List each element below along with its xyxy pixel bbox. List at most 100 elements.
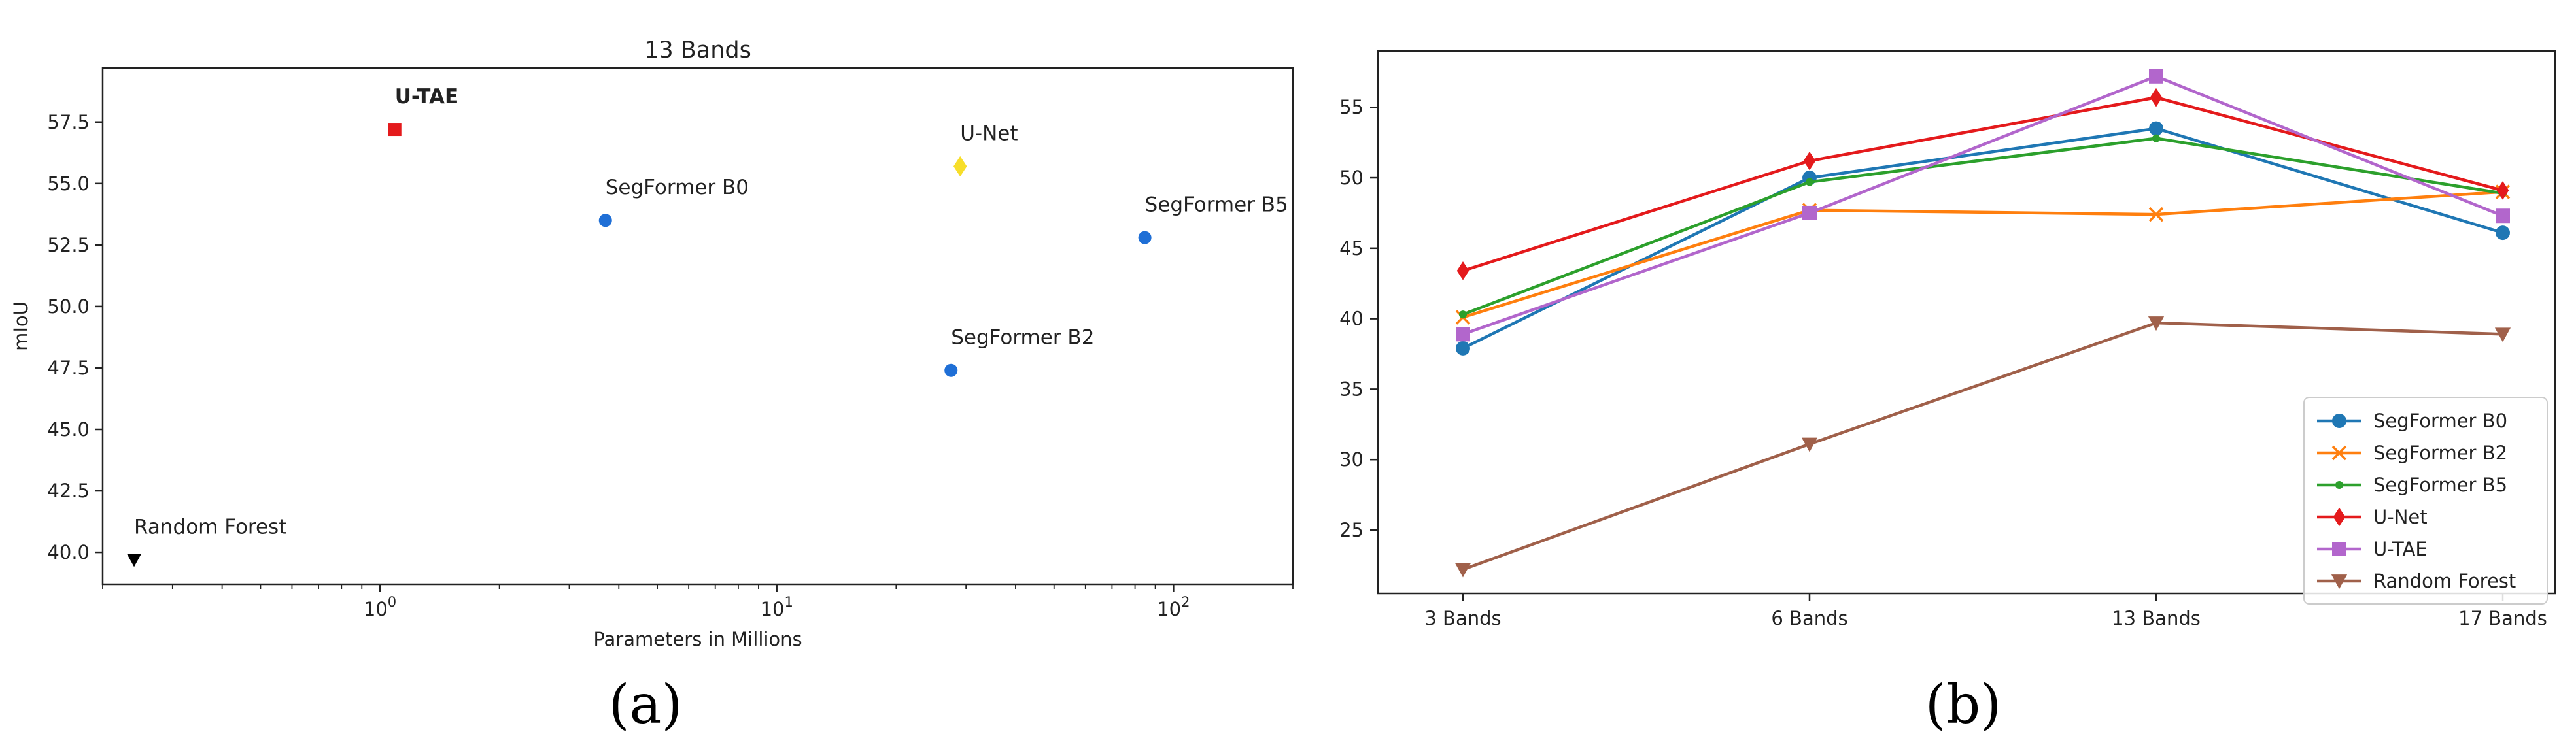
chart-b-legend-label: Random Forest	[2373, 570, 2516, 592]
chart-b-point	[1801, 437, 1818, 452]
chart-b-legend: SegFormer B0 SegFormer B2 SegFormer B5 U-Ne…	[2303, 397, 2548, 605]
chart-a-point-label: U-TAE	[395, 85, 458, 108]
chart-a-x-tick-exp: 2	[1181, 594, 1190, 610]
chart-a-x-tick-base: 10	[761, 598, 785, 620]
chart-b-series-line	[1462, 190, 2503, 319]
chart-a-x-tick-label: 102	[1157, 594, 1190, 620]
chart-a-scatter: 13 Bands Parameters in Millions mIoU 40.…	[10, 37, 1294, 736]
chart-b-legend-label: SegFormer B5	[2373, 474, 2507, 496]
chart-a-point-marker	[127, 554, 142, 567]
chart-a-point-label: SegFormer B2	[951, 326, 1094, 350]
chart-b-ticks: 25 30 35 40 45 50 55 3 Bands 6 Bands 13 Bands 17 B…	[1339, 96, 2547, 629]
chart-a-point-marker	[1138, 231, 1152, 244]
chart-b-line: 25 30 35 40 45 50 55 3 Bands 6 Bands 13 Bands 17 B…	[1339, 50, 2556, 736]
chart-b-legend-entry: U-TAE	[2317, 538, 2428, 560]
chart-a-point-label: U-Net	[960, 122, 1018, 145]
chart-b-series-line	[1462, 321, 2503, 571]
chart-a-plot-frame	[101, 67, 1294, 586]
chart-a-x-tick-exp: 1	[784, 594, 793, 610]
chart-b-y-tick-label: 25	[1339, 519, 1364, 541]
chart-a-y-tick-label: 45.0	[47, 418, 90, 441]
chart-a-title: 13 Bands	[644, 37, 751, 63]
chart-b-legend-entry: SegFormer B0	[2317, 410, 2507, 432]
chart-a-point-marker	[944, 363, 958, 377]
chart-b-point	[2496, 208, 2510, 224]
chart-b-point	[2148, 316, 2165, 331]
chart-a-point-marker	[953, 156, 967, 177]
chart-b-legend-swatch-marker	[2332, 542, 2346, 556]
chart-a-point: Random Forest	[127, 515, 286, 567]
chart-a-x-tick-label: 100	[364, 594, 396, 620]
chart-a-points: U-TAE U-Net SegFormer B0 SegFormer B5 SegFor…	[127, 85, 1288, 567]
chart-b-caption: (b)	[1925, 674, 2001, 736]
chart-b-series-group	[1455, 184, 2511, 325]
chart-b-point	[2494, 327, 2511, 342]
chart-b-point	[2149, 69, 2163, 84]
chart-b-legend-entry: SegFormer B5	[2317, 474, 2507, 496]
chart-a-y-tick-label: 47.5	[47, 357, 90, 379]
chart-a-point: SegFormer B0	[598, 176, 749, 227]
chart-b-legend-label: SegFormer B0	[2373, 410, 2507, 432]
chart-b-point	[1456, 327, 1470, 342]
chart-b-series-line	[1462, 75, 2503, 336]
chart-a-y-tick-label: 50.0	[47, 295, 90, 318]
chart-a-x-axis-label: Parameters in Millions	[593, 628, 802, 650]
chart-a-y-axis-label: mIoU	[10, 301, 32, 351]
chart-b-series	[1454, 69, 2511, 578]
chart-b-point	[1802, 205, 1817, 220]
chart-a-point-label: SegFormer B5	[1145, 193, 1288, 217]
chart-b-point	[1803, 151, 1816, 171]
chart-b-point	[1454, 563, 1471, 578]
chart-b-legend-label: SegFormer B2	[2373, 442, 2507, 464]
chart-a-x-tick-base: 10	[364, 598, 388, 620]
chart-b-legend-entry: U-Net	[2317, 506, 2428, 528]
chart-b-legend-swatch-marker	[2332, 414, 2346, 428]
chart-b-x-tick-label: 3 Bands	[1424, 607, 1501, 629]
chart-b-point	[1456, 261, 1469, 280]
chart-b-plot-frame	[1377, 50, 2556, 595]
chart-b-legend-entry: SegFormer B2	[2317, 442, 2507, 464]
chart-a-y-tick-label: 52.5	[47, 234, 90, 256]
chart-b-series-group	[1456, 69, 2510, 342]
chart-a-x-tick-exp: 0	[388, 594, 396, 610]
chart-b-point	[1458, 310, 1468, 319]
chart-b-legend-box	[2303, 397, 2548, 605]
chart-b-y-tick-label: 45	[1339, 237, 1364, 259]
chart-b-y-tick-label: 30	[1339, 448, 1364, 471]
chart-b-series-group	[1456, 88, 2509, 280]
chart-a-y-tick-label: 55.0	[47, 173, 90, 195]
chart-b-legend-entry: Random Forest	[2317, 570, 2516, 592]
chart-b-x-tick-label: 6 Bands	[1771, 607, 1847, 629]
chart-a-point: U-Net	[953, 122, 1018, 177]
chart-b-point	[2152, 134, 2161, 142]
chart-b-series-line	[1462, 95, 2503, 273]
chart-a-point-marker	[388, 123, 402, 137]
chart-b-series-line	[1462, 137, 2503, 316]
chart-b-y-tick-label: 35	[1339, 378, 1364, 400]
chart-a-x-tick-base: 10	[1157, 598, 1181, 620]
chart-b-point	[2496, 225, 2510, 241]
chart-a-y-tick-label: 42.5	[47, 480, 90, 502]
chart-a-point-marker	[598, 214, 612, 227]
chart-b-legend-swatch-marker	[2331, 574, 2348, 590]
chart-b-point	[1805, 178, 1814, 186]
chart-a-caption: (a)	[609, 674, 683, 736]
chart-b-point	[2148, 207, 2164, 222]
chart-b-legend-label: U-TAE	[2373, 538, 2428, 560]
chart-b-legend-label: U-Net	[2373, 506, 2428, 528]
chart-b-y-tick-label: 40	[1339, 308, 1364, 330]
chart-a-y-tick-label: 40.0	[47, 541, 90, 563]
chart-b-legend-swatch-marker	[2333, 507, 2346, 527]
chart-a-x-tick-label: 101	[761, 594, 793, 620]
chart-a-y-tick-label: 57.5	[47, 111, 90, 133]
chart-b-x-tick-label: 13 Bands	[2112, 607, 2201, 629]
chart-b-point	[2150, 88, 2163, 107]
chart-b-series-group	[1458, 134, 2507, 319]
chart-b-point	[2496, 181, 2509, 200]
chart-b-x-tick-label: 17 Bands	[2458, 607, 2547, 629]
chart-a-point: SegFormer B2	[944, 326, 1094, 377]
chart-b-legend-swatch-marker	[2331, 445, 2347, 461]
chart-a-point-label: SegFormer B0	[606, 176, 749, 199]
